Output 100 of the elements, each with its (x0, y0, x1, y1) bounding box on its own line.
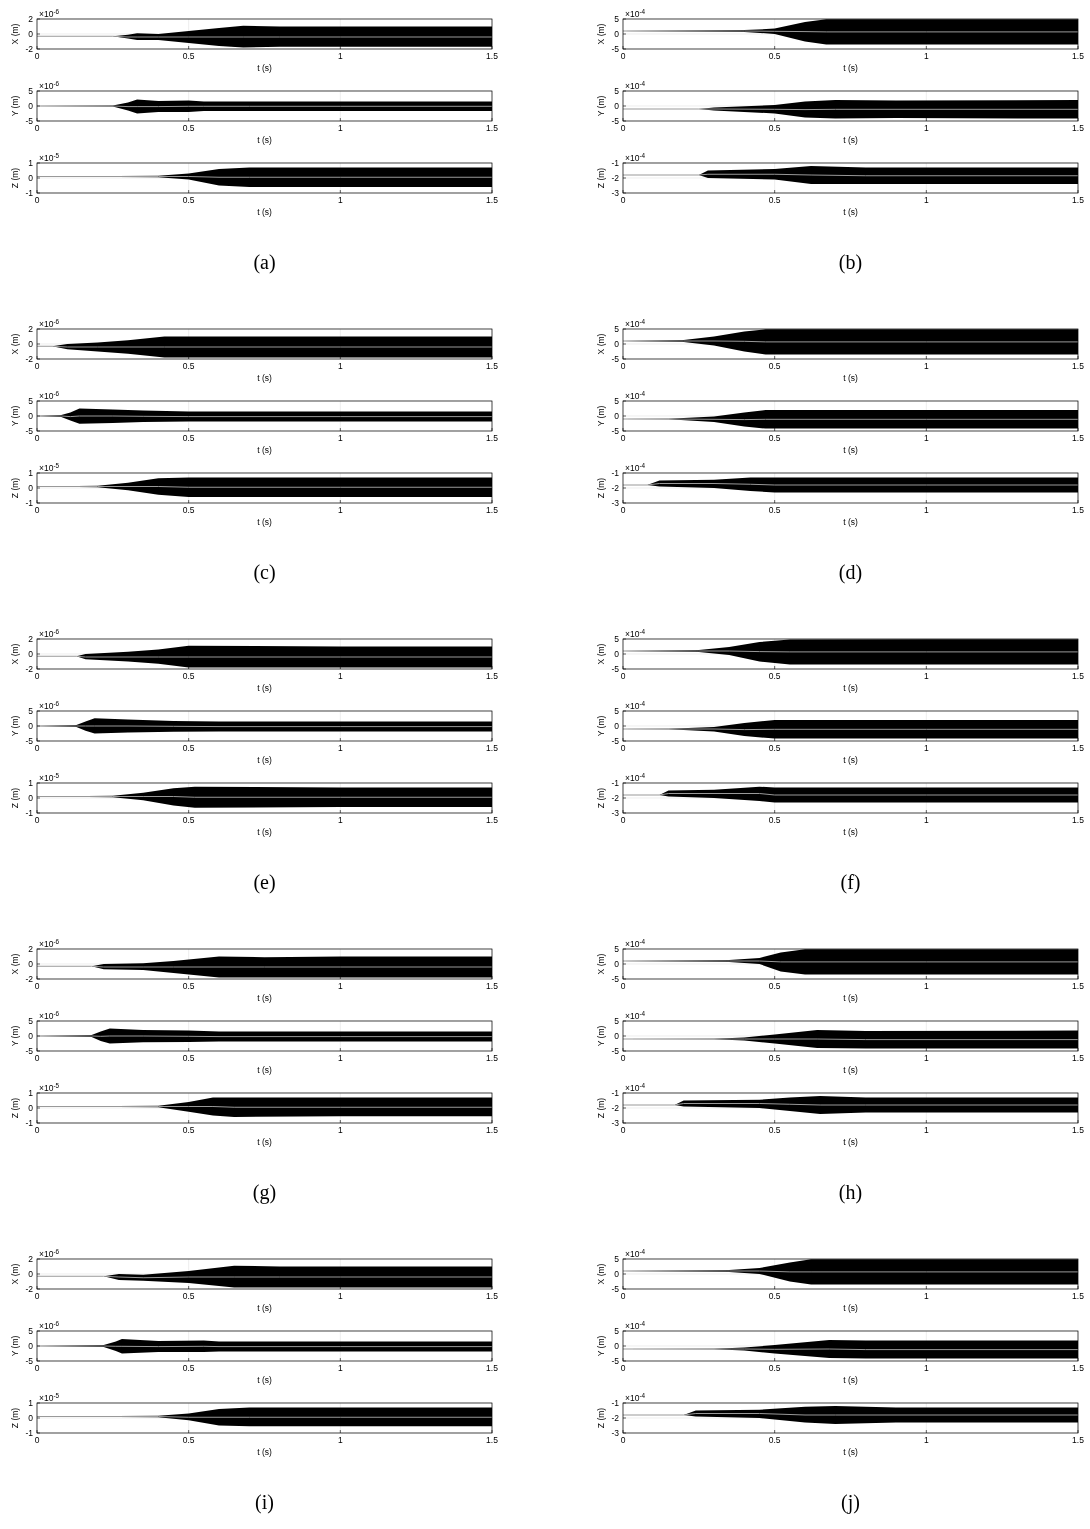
x-tick-label: 1 (923, 505, 929, 515)
x-axis-title: t (s) (257, 207, 272, 217)
y-tick-label: 0 (28, 649, 34, 659)
y-axis-title: Y (m) (10, 1335, 20, 1357)
y-axis-title: X (m) (596, 953, 606, 975)
y-tick-label: -2 (611, 1103, 620, 1113)
x-tick-label: 1.5 (1072, 815, 1085, 825)
x-axis-title: t (s) (257, 1137, 272, 1147)
x-tick-label: 0.5 (768, 815, 781, 825)
x-axis-title: t (s) (843, 683, 858, 693)
x-tick-label: 1.5 (486, 1125, 499, 1135)
x-tick-label: 1 (337, 51, 343, 61)
x-tick-label: 0.5 (768, 361, 781, 371)
annotation: ×10$^{-6}$ (39, 1247, 60, 1259)
y-tick-label: 5 (614, 324, 620, 334)
y-tick-label: -5 (25, 116, 34, 126)
y-tick-label: -5 (25, 1356, 34, 1366)
y-tick-label: -5 (611, 664, 620, 674)
x-tick-label: 0.5 (182, 123, 195, 133)
annotation: ×10$^{-4}$ (625, 771, 646, 783)
y-tick-label: 5 (614, 706, 620, 716)
x-tick-label: 1 (923, 981, 929, 991)
x-tick-label: 0.5 (182, 1291, 195, 1301)
y-axis-title: Z (m) (596, 1097, 606, 1119)
y-axis-title: Z (m) (10, 1407, 20, 1429)
y-tick-label: -2 (611, 1413, 620, 1423)
y-axis-title: Z (m) (10, 477, 20, 499)
x-tick-label: 0.5 (768, 505, 781, 515)
annotation: ×10$^{-4}$ (625, 151, 646, 163)
y-axis-title: X (m) (10, 953, 20, 975)
x-axis-title: t (s) (843, 445, 858, 455)
text: (a) (253, 251, 276, 274)
x-tick-label: 0.5 (182, 981, 195, 991)
x-tick-label: 1.5 (1072, 51, 1085, 61)
x-axis-title: t (s) (257, 683, 272, 693)
x-axis-title: t (s) (843, 1303, 858, 1313)
annotation: ×10$^{-4}$ (625, 1081, 646, 1093)
annotation: ×10$^{-6}$ (39, 317, 60, 329)
x-axis-title: t (s) (257, 993, 272, 1003)
annotation: ×10$^{-4}$ (625, 1247, 646, 1259)
text: (f) (840, 871, 861, 894)
x-tick-label: 1 (923, 1435, 929, 1445)
x-axis-title: t (s) (843, 207, 858, 217)
y-tick-label: 0 (614, 339, 620, 349)
y-tick-label: 0 (28, 173, 34, 183)
x-tick-label: 1.5 (486, 433, 499, 443)
x-tick-label: 0.5 (182, 1125, 195, 1135)
x-tick-label: 0.5 (768, 743, 781, 753)
annotation: ×10$^{-4}$ (625, 627, 646, 639)
y-axis-title: Z (m) (596, 1407, 606, 1429)
x-tick-label: 0.5 (768, 433, 781, 443)
y-tick-label: 0 (28, 411, 34, 421)
x-tick-label: 1.5 (486, 815, 499, 825)
y-axis-title: X (m) (10, 643, 20, 665)
x-tick-label: 1.5 (1072, 1053, 1085, 1063)
y-axis-title: X (m) (596, 1263, 606, 1285)
x-tick-label: 1 (337, 671, 343, 681)
x-tick-label: 1 (923, 1363, 929, 1373)
y-tick-label: 0 (614, 959, 620, 969)
y-tick-label: 0 (28, 101, 34, 111)
annotation: ×10$^{-4}$ (625, 79, 646, 91)
y-axis-title: X (m) (596, 23, 606, 45)
x-tick-label: 1.5 (486, 361, 499, 371)
x-tick-label: 0.5 (768, 671, 781, 681)
y-tick-label: 5 (614, 1326, 620, 1336)
annotation: ×10$^{-6}$ (39, 79, 60, 91)
y-tick-label: 1 (28, 468, 34, 478)
annotation: ×10$^{-4}$ (625, 7, 646, 19)
y-tick-label: 2 (28, 634, 34, 644)
x-tick-label: 0.5 (768, 1435, 781, 1445)
x-tick-label: 0.5 (182, 1363, 195, 1373)
y-tick-label: 0 (614, 101, 620, 111)
y-tick-label: -2 (611, 793, 620, 803)
y-tick-label: -2 (25, 664, 34, 674)
y-tick-label: -5 (25, 1046, 34, 1056)
x-tick-label: 1.5 (1072, 361, 1085, 371)
x-tick-label: 1 (923, 671, 929, 681)
x-tick-label: 0.5 (182, 361, 195, 371)
x-axis-title: t (s) (843, 755, 858, 765)
x-axis-title: t (s) (843, 373, 858, 383)
x-tick-label: 1.5 (486, 981, 499, 991)
y-tick-label: -1 (25, 1428, 34, 1438)
x-tick-label: 1.5 (486, 1363, 499, 1373)
x-axis-title: t (s) (843, 1375, 858, 1385)
y-tick-label: 0 (614, 649, 620, 659)
y-tick-label: -1 (25, 1118, 34, 1128)
y-axis-title: Y (m) (10, 405, 20, 427)
annotation: ×10$^{-5}$ (39, 1391, 60, 1403)
x-axis-title: t (s) (257, 1447, 272, 1457)
x-tick-label: 1 (923, 51, 929, 61)
x-axis-title: t (s) (843, 993, 858, 1003)
x-tick-label: 1.5 (1072, 981, 1085, 991)
text: (g) (252, 1181, 277, 1204)
y-tick-label: 0 (28, 1269, 34, 1279)
x-tick-label: 0.5 (182, 815, 195, 825)
x-tick-label: 1 (337, 433, 343, 443)
x-axis-title: t (s) (843, 1065, 858, 1075)
y-tick-label: -5 (611, 736, 620, 746)
y-axis-title: Y (m) (596, 715, 606, 737)
annotation: ×10$^{-6}$ (39, 1009, 60, 1021)
